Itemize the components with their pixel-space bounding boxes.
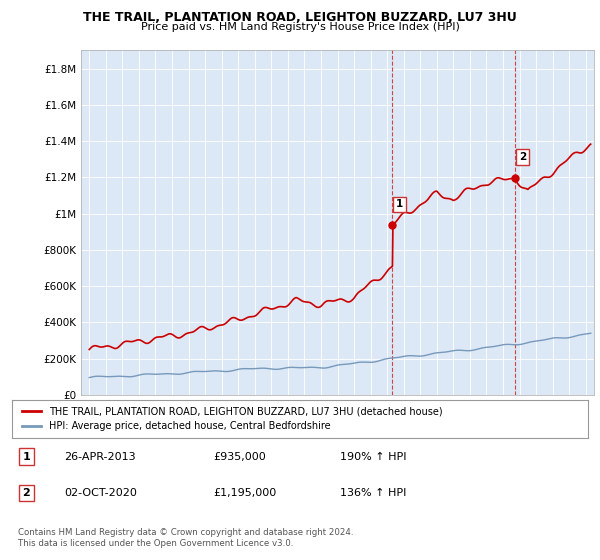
Legend: THE TRAIL, PLANTATION ROAD, LEIGHTON BUZZARD, LU7 3HU (detached house), HPI: Ave: THE TRAIL, PLANTATION ROAD, LEIGHTON BUZ… [20,404,445,433]
Text: 1: 1 [396,199,403,209]
Text: 26-APR-2013: 26-APR-2013 [64,452,136,462]
Text: 136% ↑ HPI: 136% ↑ HPI [340,488,407,498]
Text: Contains HM Land Registry data © Crown copyright and database right 2024.
This d: Contains HM Land Registry data © Crown c… [18,528,353,548]
Text: 2: 2 [519,152,526,162]
Text: 190% ↑ HPI: 190% ↑ HPI [340,452,407,462]
Text: £935,000: £935,000 [214,452,266,462]
Text: 1: 1 [23,452,30,462]
Text: 02-OCT-2020: 02-OCT-2020 [64,488,137,498]
Text: 2: 2 [23,488,30,498]
Text: THE TRAIL, PLANTATION ROAD, LEIGHTON BUZZARD, LU7 3HU: THE TRAIL, PLANTATION ROAD, LEIGHTON BUZ… [83,11,517,24]
Text: Price paid vs. HM Land Registry's House Price Index (HPI): Price paid vs. HM Land Registry's House … [140,22,460,32]
Text: £1,195,000: £1,195,000 [214,488,277,498]
